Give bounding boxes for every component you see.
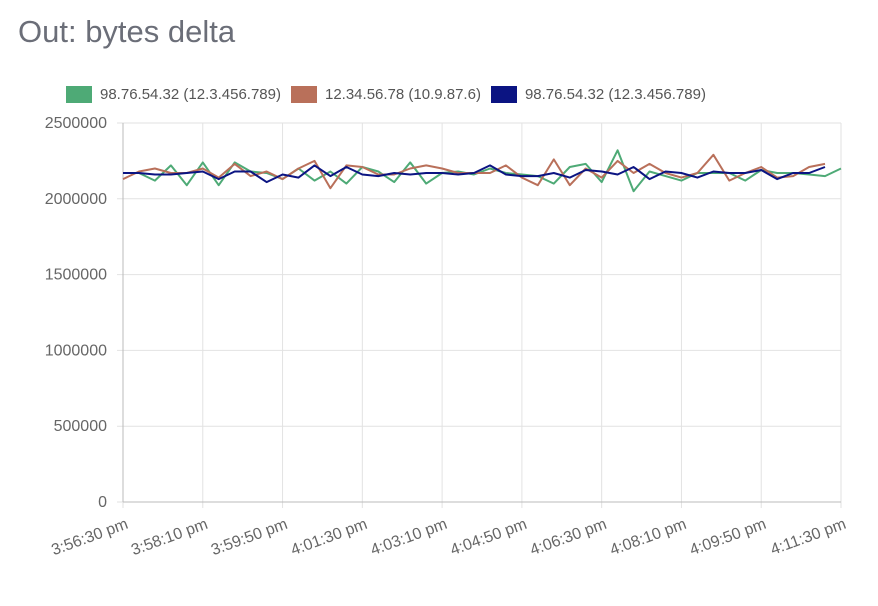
legend-item[interactable]: 12.34.56.78 (10.9.87.6) [290, 86, 481, 103]
y-tick-label: 1000000 [45, 342, 107, 359]
y-tick-label: 0 [98, 494, 107, 511]
legend-swatch [490, 86, 517, 103]
x-tick-label: 4:09:50 pm [688, 516, 769, 559]
x-tick-label: 3:56:30 pm [49, 516, 130, 559]
legend-item[interactable]: 98.76.54.32 (12.3.456.789) [66, 86, 281, 103]
x-tick-label: 4:01:30 pm [289, 516, 370, 559]
y-tick-label: 2500000 [45, 115, 107, 132]
y-tick-label: 2000000 [45, 191, 107, 208]
x-tick-label: 4:06:30 pm [528, 516, 609, 559]
chart-title: Out: bytes delta [18, 14, 236, 49]
y-tick-label: 1500000 [45, 267, 107, 284]
series-line-1 [123, 149, 842, 193]
x-tick-label: 4:04:50 pm [448, 516, 529, 559]
x-tick-label: 4:11:30 pm [768, 516, 848, 559]
legend-label: 98.76.54.32 (12.3.456.789) [100, 86, 281, 103]
legend: 98.76.54.32 (12.3.456.789) 12.34.56.78 (… [66, 86, 716, 103]
x-tick-label: 3:58:10 pm [129, 516, 210, 559]
x-tick-label: 3:59:50 pm [209, 516, 290, 559]
legend-swatch [66, 86, 92, 103]
series-line-3 [123, 164, 826, 184]
legend-item[interactable]: 98.76.54.32 (12.3.456.789) [490, 86, 706, 103]
x-tick-label: 4:08:10 pm [608, 516, 689, 559]
legend-label: 98.76.54.32 (12.3.456.789) [524, 86, 706, 103]
legend-swatch [290, 86, 317, 103]
x-tick-label: 4:03:10 pm [368, 516, 449, 559]
y-tick-label: 500000 [54, 418, 107, 435]
legend-label: 12.34.56.78 (10.9.87.6) [324, 86, 481, 103]
